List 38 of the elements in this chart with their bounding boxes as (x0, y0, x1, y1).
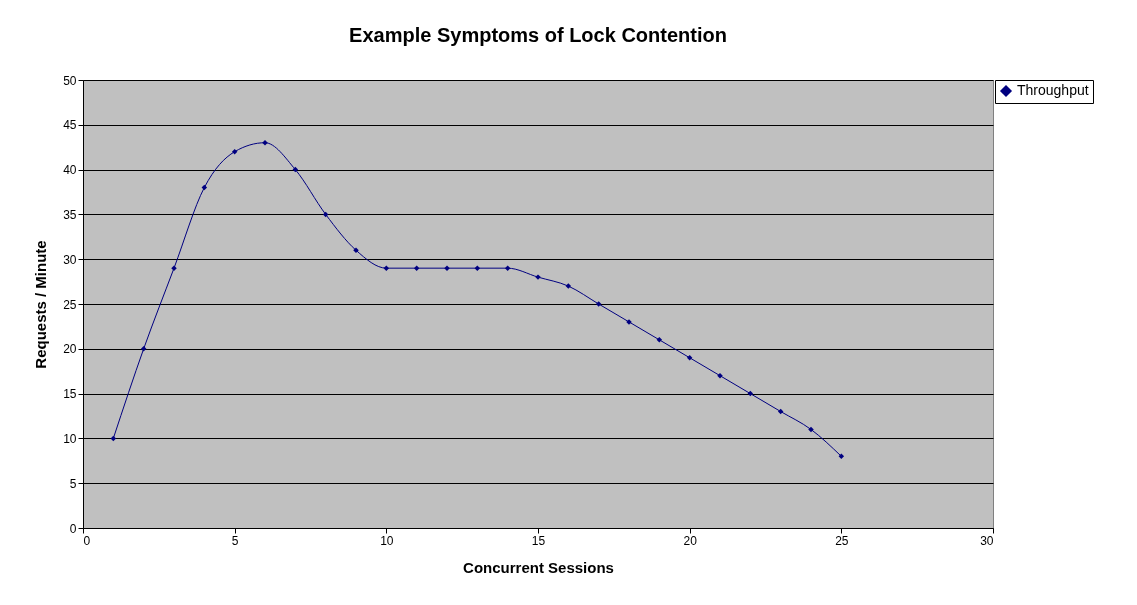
point (565, 283, 572, 289)
point (686, 355, 693, 361)
point (413, 265, 420, 271)
x-tick-label: 25 (835, 533, 849, 548)
y-tick-label: 0 (69, 521, 77, 536)
x-tick-label: 30 (980, 533, 994, 548)
point (656, 337, 663, 343)
y-tick-label: 10 (63, 431, 77, 446)
chart-title: Example Symptoms of Lock Contention (349, 24, 727, 46)
x-tick-label: 20 (683, 533, 698, 548)
x-tick-label: 5 (231, 533, 239, 548)
y-tick-label: 35 (63, 207, 77, 222)
point (504, 265, 511, 271)
y-tick-label: 30 (63, 252, 77, 267)
point (474, 265, 481, 271)
y-tick-label: 20 (63, 342, 77, 357)
point (808, 426, 814, 433)
y-tick-label: 50 (63, 73, 77, 88)
x-tick-label: 15 (531, 533, 546, 548)
point (140, 346, 147, 352)
x-axis-title: Concurrent Sessions (463, 558, 614, 576)
point (231, 148, 238, 155)
y-tick-label: 5 (69, 476, 77, 491)
point (838, 453, 845, 460)
y-axis-title: Requests / Minute (32, 240, 50, 369)
point (110, 435, 117, 442)
point (322, 211, 329, 218)
point (595, 301, 602, 307)
point (262, 139, 268, 146)
y-tick-label: 45 (63, 118, 77, 133)
legend-label: Throughput (1017, 82, 1089, 98)
point (383, 265, 390, 271)
point (717, 372, 723, 379)
y-tick-label: 15 (63, 387, 77, 402)
y-tick-label: 40 (63, 163, 77, 178)
x-tick-label: 0 (83, 533, 91, 548)
y-tick-label: 25 (63, 297, 77, 312)
x-tick-label: 10 (380, 533, 394, 548)
